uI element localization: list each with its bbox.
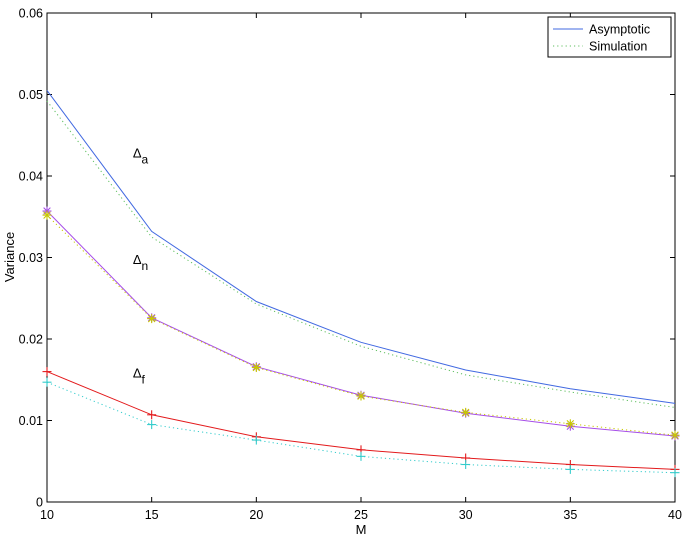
y-tick-label: 0	[36, 496, 43, 510]
delta-symbol: Δ	[133, 145, 142, 160]
marker-n-simulation	[42, 210, 52, 220]
y-tick-label: 0.06	[19, 7, 43, 21]
marker-stroke	[43, 211, 51, 219]
marker-f-simulation	[356, 451, 366, 461]
marker-n-simulation	[565, 419, 575, 429]
x-tick-label: 20	[249, 508, 263, 522]
delta-subscript: a	[142, 152, 149, 166]
marker-stroke	[671, 431, 679, 439]
marker-stroke	[357, 392, 365, 400]
y-tick-label: 0.01	[19, 414, 43, 428]
y-tick-label: 0.03	[19, 251, 43, 265]
marker-stroke	[461, 408, 470, 417]
axis-ticks: 10 15 20 25 30 35 40 0 0.01 0.02 0.03 0.04 0.05 0.06	[19, 7, 682, 523]
delta-symbol: Δ	[133, 252, 142, 267]
x-tick-label: 25	[354, 508, 368, 522]
y-tick-label: 0.02	[19, 333, 43, 347]
y-axis-label: Variance	[2, 232, 17, 282]
x-tick-label: 30	[459, 508, 473, 522]
delta-label-a: Δa	[133, 145, 149, 166]
marker-f-asymptotic	[42, 367, 52, 377]
x-tick-label: 40	[668, 508, 682, 522]
delta-label-f: Δf	[133, 365, 146, 386]
legend: Asymptotic Simulation	[547, 16, 672, 58]
y-tick-label: 0.05	[19, 88, 43, 102]
series-layer	[42, 90, 680, 478]
y-tick-label: 0.04	[19, 170, 43, 184]
marker-f-asymptotic	[147, 410, 157, 420]
marker-f-simulation	[461, 460, 471, 470]
legend-label-asymptotic: Asymptotic	[589, 23, 650, 37]
marker-stroke	[566, 419, 575, 428]
marker-f-simulation	[251, 435, 261, 445]
delta-label-n: Δn	[133, 252, 148, 273]
marker-n-simulation	[356, 391, 366, 401]
x-tick-label: 15	[145, 508, 159, 522]
marker-f-simulation	[147, 420, 157, 430]
legend-box	[547, 16, 672, 58]
marker-f-simulation	[670, 468, 680, 478]
delta-symbol: Δ	[133, 365, 142, 380]
delta-subscript: f	[142, 372, 146, 386]
x-tick-label: 10	[40, 508, 54, 522]
marker-n-simulation	[670, 430, 680, 440]
marker-n-simulation	[461, 407, 471, 417]
delta-subscript: n	[142, 259, 149, 273]
marker-f-simulation	[565, 464, 575, 474]
marker-stroke	[252, 363, 261, 372]
marker-n-simulation	[147, 314, 157, 324]
legend-label-simulation: Simulation	[589, 40, 647, 54]
series-line-a-asymptotic	[46, 90, 676, 404]
x-tick-label: 35	[563, 508, 577, 522]
x-axis-label: M	[356, 522, 367, 537]
marker-f-simulation	[42, 377, 52, 387]
marker-stroke	[147, 314, 156, 323]
marker-n-simulation	[251, 363, 261, 373]
